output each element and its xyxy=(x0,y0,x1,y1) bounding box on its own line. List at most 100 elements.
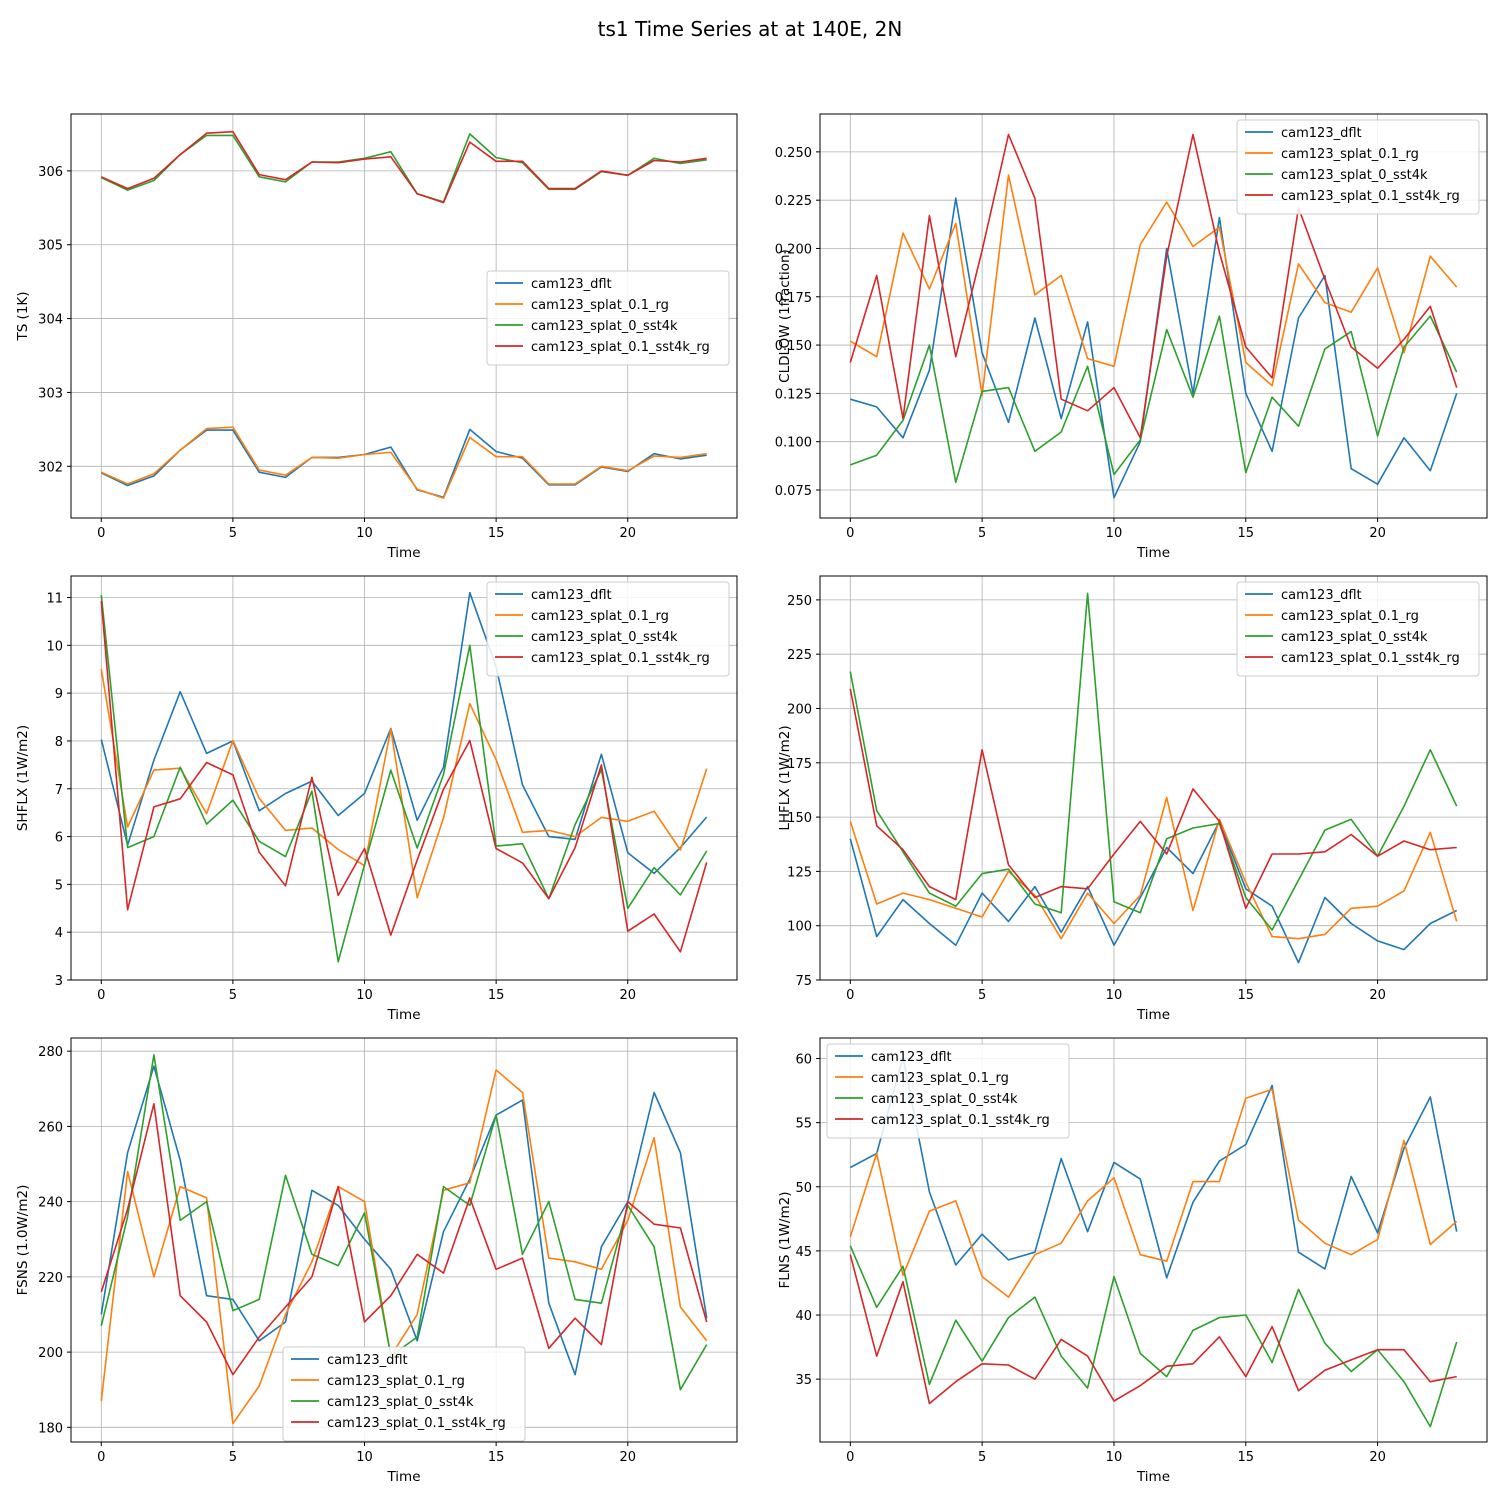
legend-label: cam123_dflt xyxy=(327,1353,408,1368)
legend-label: cam123_splat_0.1_sst4k_rg xyxy=(531,651,710,666)
x-tick-label: 5 xyxy=(229,1450,237,1465)
x-tick-label: 0 xyxy=(97,988,105,1003)
x-tick-label: 20 xyxy=(619,988,636,1003)
axes-frame xyxy=(819,1037,1488,1443)
y-tick-label: 280 xyxy=(38,1045,63,1060)
y-tick-label: 305 xyxy=(38,239,63,254)
x-tick-label: 5 xyxy=(978,988,986,1003)
series-line-cam123_splat_0.1_sst4k_rg xyxy=(100,1103,708,1376)
y-tick-label: 303 xyxy=(38,386,63,401)
x-tick-label: 20 xyxy=(619,526,636,541)
y-tick-label: 175 xyxy=(787,757,812,772)
series-line-cam123_dflt xyxy=(100,1065,708,1376)
series-line-cam123_splat_0_sst4k xyxy=(849,592,1458,931)
axes-frame xyxy=(70,575,738,981)
y-tick-label: 7 xyxy=(55,783,63,798)
y-tick-label: 225 xyxy=(787,648,812,663)
y-tick-label: 9 xyxy=(55,687,63,702)
x-tick-label: 20 xyxy=(1369,1450,1386,1465)
y-tick-label: 0.125 xyxy=(775,387,812,402)
legend-label: cam123_splat_0.1_sst4k_rg xyxy=(871,1113,1050,1128)
legend-box xyxy=(1236,119,1480,215)
axes-frame xyxy=(70,1037,738,1443)
y-tick-label: 0.100 xyxy=(775,436,812,451)
x-tick-label: 15 xyxy=(488,526,505,541)
series-line-cam123_splat_0.1_rg xyxy=(849,174,1458,397)
y-tick-label: 260 xyxy=(38,1120,63,1135)
legend-label: cam123_splat_0_sst4k xyxy=(1281,168,1428,183)
x-tick-label: 5 xyxy=(229,988,237,1003)
x-tick-label: 10 xyxy=(1106,988,1123,1003)
y-tick-label: 0.150 xyxy=(775,339,812,354)
y-tick-label: 302 xyxy=(38,460,63,475)
x-axis-label: Time xyxy=(386,1007,420,1023)
x-axis-label: Time xyxy=(1136,1469,1170,1485)
series-line-cam123_splat_0.1_rg xyxy=(100,426,707,499)
panel-4: 0 5 10 15 20 75 100 125 150 175 200 225 250 Time LHFLX… xyxy=(777,575,1488,1023)
panel-1: 0 5 10 15 20 302 303 304 305 306 Time TS (1K) cam123… xyxy=(15,113,738,561)
legend-box xyxy=(282,1346,526,1442)
y-axis-label: FSNS (1.0W/m2) xyxy=(15,1185,31,1296)
panel-2: 0 5 10 15 20 0.075 0.100 0.125 0.150 0.175 0.200 0.… xyxy=(775,113,1488,561)
y-tick-label: 50 xyxy=(795,1181,812,1196)
axes-frame xyxy=(819,113,1488,519)
x-tick-label: 0 xyxy=(97,1450,105,1465)
x-tick-label: 15 xyxy=(1237,1450,1254,1465)
y-axis-label: FLNS (1W/m2) xyxy=(777,1191,793,1288)
legend: cam123_dflt cam123_splat_0.1_rg cam123_spl… xyxy=(1236,581,1480,677)
legend-label: cam123_splat_0.1_rg xyxy=(871,1071,1009,1086)
x-tick-label: 0 xyxy=(846,988,854,1003)
legend-label: cam123_splat_0.1_rg xyxy=(531,298,669,313)
legend-label: cam123_dflt xyxy=(1281,126,1362,141)
y-tick-label: 45 xyxy=(795,1245,812,1260)
panel-3: 0 5 10 15 20 3 4 5 6 7 8 9 10 11 Time SHFLX (1W/m2) cam1… xyxy=(15,575,738,1023)
legend-label: cam123_splat_0.1_sst4k_rg xyxy=(1281,651,1460,666)
series-line-cam123_dflt xyxy=(849,1056,1458,1279)
y-tick-label: 6 xyxy=(55,831,63,846)
legend-label: cam123_splat_0.1_rg xyxy=(1281,609,1419,624)
y-tick-label: 200 xyxy=(787,702,812,717)
axes-frame xyxy=(819,575,1488,981)
y-tick-label: 0.250 xyxy=(775,146,812,161)
y-tick-label: 220 xyxy=(38,1271,63,1286)
legend: cam123_dflt cam123_splat_0.1_rg cam123_spl… xyxy=(486,581,730,677)
y-tick-label: 150 xyxy=(787,811,812,826)
y-tick-label: 60 xyxy=(795,1053,812,1068)
legend-box xyxy=(826,1043,1070,1139)
x-axis-label: Time xyxy=(1136,545,1170,561)
y-tick-label: 3 xyxy=(55,974,63,989)
y-tick-label: 0.175 xyxy=(775,291,812,306)
x-tick-label: 15 xyxy=(1237,526,1254,541)
series-line-cam123_dflt xyxy=(849,820,1458,964)
y-tick-label: 75 xyxy=(795,974,812,989)
series-line-cam123_splat_0.1_rg xyxy=(849,1088,1458,1298)
x-tick-label: 10 xyxy=(356,988,373,1003)
legend-label: cam123_dflt xyxy=(871,1050,952,1065)
x-tick-label: 0 xyxy=(97,526,105,541)
x-tick-label: 20 xyxy=(619,1450,636,1465)
legend: cam123_dflt cam123_splat_0.1_rg cam123_spl… xyxy=(826,1043,1070,1139)
series-line-cam123_splat_0.1_rg xyxy=(100,1069,708,1425)
legend-label: cam123_splat_0.1_sst4k_rg xyxy=(327,1416,506,1431)
x-tick-label: 0 xyxy=(846,1450,854,1465)
legend-label: cam123_dflt xyxy=(531,588,612,603)
legend-label: cam123_splat_0_sst4k xyxy=(531,319,678,334)
legend: cam123_dflt cam123_splat_0.1_rg cam123_spl… xyxy=(282,1346,526,1442)
x-axis-label: Time xyxy=(386,1469,420,1485)
axes-frame xyxy=(70,113,738,519)
x-tick-label: 5 xyxy=(229,526,237,541)
series-line-cam123_splat_0.1_sst4k_rg xyxy=(849,688,1457,910)
x-tick-label: 5 xyxy=(978,1450,986,1465)
series-line-cam123_splat_0.1_rg xyxy=(100,669,708,899)
y-axis-label: CLDLOW (1fraction) xyxy=(777,249,793,383)
y-tick-label: 8 xyxy=(55,735,63,750)
y-tick-label: 0.200 xyxy=(775,242,812,257)
y-axis-label: SHFLX (1W/m2) xyxy=(15,725,31,831)
legend: cam123_dflt cam123_splat_0.1_rg cam123_spl… xyxy=(486,270,730,366)
y-tick-label: 35 xyxy=(795,1373,812,1388)
panel-5: 0 5 10 15 20 180 200 220 240 260 280 Time FSNS (1.0W… xyxy=(15,1037,738,1485)
x-tick-label: 0 xyxy=(846,526,854,541)
y-tick-label: 11 xyxy=(46,592,63,607)
x-axis-label: Time xyxy=(386,545,420,561)
x-tick-label: 15 xyxy=(1237,988,1254,1003)
